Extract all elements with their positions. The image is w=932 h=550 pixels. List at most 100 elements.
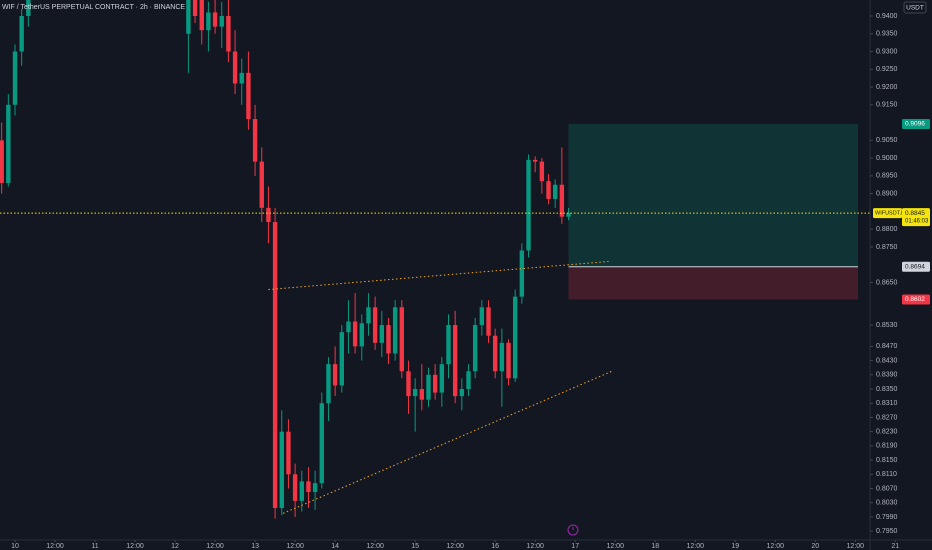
candle-body <box>446 325 451 365</box>
y-tick-label: 0.8310 <box>876 400 898 407</box>
x-tick-label: 12 <box>171 543 179 550</box>
candle-body <box>272 222 278 509</box>
candle-body <box>459 389 465 397</box>
y-tick-label: 0.8030 <box>876 500 898 507</box>
candle-body <box>479 307 485 326</box>
candle-body <box>26 0 31 16</box>
y-tick-label: 0.9400 <box>876 13 898 20</box>
x-tick-label: 16 <box>491 543 499 550</box>
candle-body <box>499 342 505 372</box>
symbol-tag <box>873 208 902 219</box>
x-tick-label: 14 <box>331 543 339 550</box>
candle-body <box>399 307 405 372</box>
candle-body <box>186 0 191 34</box>
chart-title: WIF / TetherUS PERPETUAL CONTRACT · 2h ·… <box>2 4 185 11</box>
candle-body <box>366 307 371 324</box>
y-tick-label: 0.8350 <box>876 386 898 393</box>
y-tick-label: 0.8950 <box>876 173 898 180</box>
y-tick-label: 0.9250 <box>876 66 898 73</box>
x-tick-label: 19 <box>731 543 739 550</box>
y-tick-label: 0.8470 <box>876 343 898 350</box>
x-tick-label: 12:00 <box>126 543 144 550</box>
countdown-label: 01:46:03 <box>905 219 929 225</box>
symbol-label: WIFUSDT.P <box>875 211 905 217</box>
y-tick-label: 0.9000 <box>876 155 898 162</box>
y-tick-label: 0.8270 <box>876 414 898 421</box>
loss-zone <box>568 266 858 300</box>
y-tick-label: 0.8900 <box>876 190 898 197</box>
x-tick-label: 12:00 <box>606 543 624 550</box>
candle-body <box>519 250 525 297</box>
candle-body <box>319 403 324 484</box>
candle-body <box>6 104 11 183</box>
axes: 0.9400 0.9350 0.9300 0.9250 0.9200 0.9150 0.90… <box>11 13 930 550</box>
y-tick-label: 0.9350 <box>876 31 898 38</box>
y-tick-label: 0.8430 <box>876 357 898 364</box>
candle-body <box>19 15 24 52</box>
y-tick-label: 0.8800 <box>876 226 898 233</box>
candle-body <box>426 374 431 400</box>
x-tick-label: 17 <box>571 543 579 550</box>
y-tick-label: 0.7990 <box>876 514 898 521</box>
y-tick-label: 0.8070 <box>876 485 898 492</box>
candle-body <box>506 342 511 379</box>
entry-tag <box>902 261 930 272</box>
currency-label: USDT <box>906 5 924 12</box>
candle-body <box>192 0 198 16</box>
candle-body <box>452 325 458 397</box>
last-price-tag <box>902 208 930 227</box>
x-tick-label: 12:00 <box>526 543 544 550</box>
candle-body <box>419 389 425 400</box>
x-tick-label: 21 <box>891 543 899 550</box>
candle-body <box>266 207 271 223</box>
profit-zone <box>568 123 858 267</box>
plot-area <box>0 0 870 519</box>
candle-body <box>332 364 338 386</box>
candle-body <box>299 481 304 501</box>
candle-body <box>412 389 418 397</box>
y-tick-label: 0.8390 <box>876 372 898 379</box>
candle-body <box>326 364 331 404</box>
currency-button[interactable] <box>903 1 927 14</box>
clock-icon <box>567 524 579 536</box>
y-tick-label: 0.9050 <box>876 137 898 144</box>
candle-body <box>292 474 298 501</box>
x-tick-label: 13 <box>251 543 259 550</box>
candle-body <box>406 371 411 397</box>
x-tick-label: 12:00 <box>847 543 865 550</box>
candle-body <box>252 119 258 162</box>
candle-body <box>559 184 565 217</box>
entry-label: 0.8694 <box>905 264 925 271</box>
candle-body <box>492 335 498 372</box>
last-price-label: 0.8845 <box>905 210 925 217</box>
x-tick-label: 10 <box>11 543 19 550</box>
candle-body <box>206 12 211 31</box>
y-tick-label: 0.9150 <box>876 102 898 109</box>
candle-body <box>379 325 385 343</box>
candle-body <box>339 332 344 386</box>
candle-body <box>199 0 204 31</box>
trendline <box>268 260 609 291</box>
y-tick-label: 0.8190 <box>876 443 898 450</box>
target-label: 0.9096 <box>905 121 925 128</box>
candle-body <box>226 15 231 52</box>
timezone-icon[interactable] <box>567 524 579 536</box>
y-tick-label: 0.8650 <box>876 279 898 286</box>
y-tick-label: 0.9300 <box>876 48 898 55</box>
candle-body <box>439 364 445 393</box>
candle-body <box>466 371 471 390</box>
candle-body <box>286 431 291 475</box>
x-tick-label: 12:00 <box>46 543 64 550</box>
candle-body <box>486 307 491 336</box>
x-tick-label: 18 <box>651 543 659 550</box>
candle-body <box>259 161 264 208</box>
x-tick-label: 12:00 <box>366 543 384 550</box>
candle-body <box>552 184 558 199</box>
y-tick-label: 0.8150 <box>876 457 898 464</box>
candle-body <box>526 159 531 251</box>
candle-body <box>359 323 364 347</box>
x-tick-label: 12:00 <box>206 543 224 550</box>
candle-body <box>212 12 218 27</box>
